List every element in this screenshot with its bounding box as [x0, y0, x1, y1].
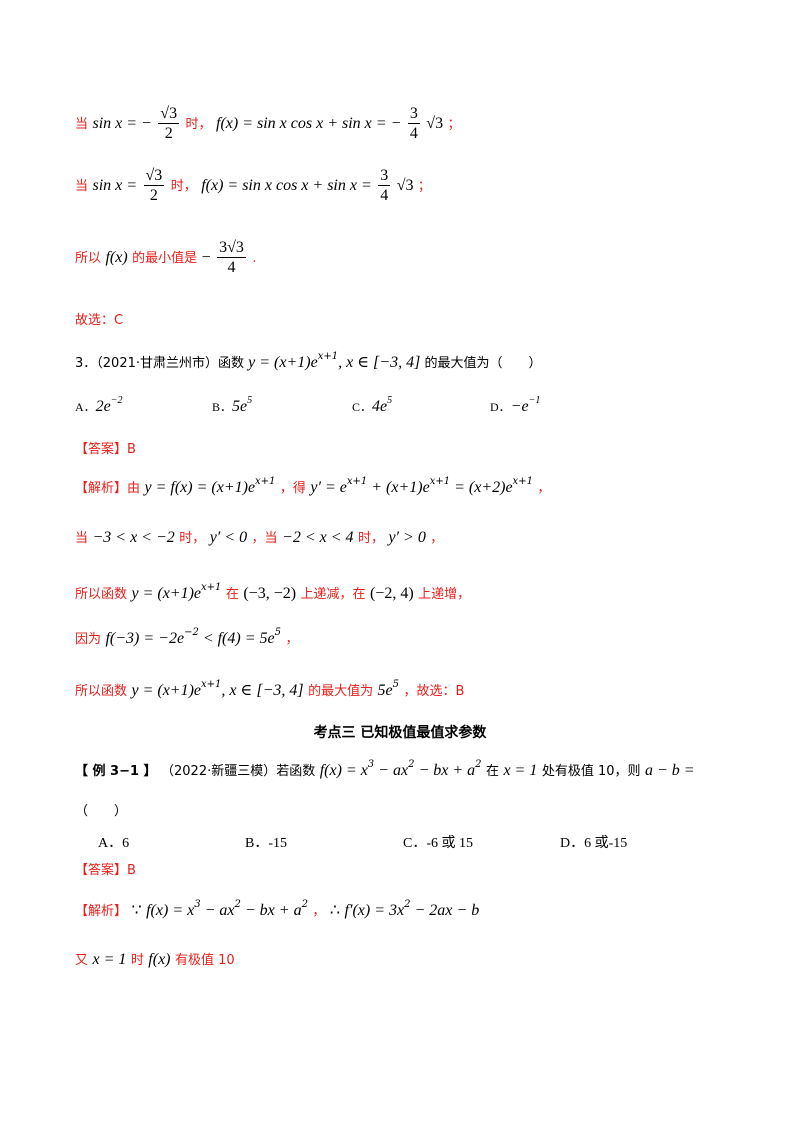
text-dang: 当 [75, 179, 89, 194]
option-b[interactable]: B．5e5 [212, 395, 253, 415]
condition-lhs: sin x = − [92, 115, 152, 132]
condition-lhs: sin x = [92, 177, 138, 194]
example-paren: （ ） [75, 804, 128, 819]
fraction-3sqrt3-over-4: 3√3 4 [217, 239, 246, 276]
text-suoyi: 所以 [75, 251, 102, 266]
question-tail: 的最大值为（ ） [424, 356, 542, 371]
question-domain: , x ∈ [−3, 4] [338, 354, 421, 371]
ex-option-c[interactable]: C．-6 或 15 [403, 836, 474, 851]
section-title: 考点三 已知极值最值求参数 [313, 725, 487, 741]
solution-line-2: 当 sin x = √3 2 时， f(x) = sin x cos x + si… [75, 168, 431, 204]
analysis-3-line-3: 所以函数 y = (x+1)ex+1 在 (−3, −2) 上递减，在 (−2,… [75, 582, 471, 602]
semicolon: ； [447, 117, 461, 132]
analysis-3-1-line-2: 又 x = 1 时 f(x) 有极值 10 [75, 951, 235, 968]
function-expression: f(x) = sin x cos x + sin x = [201, 177, 372, 194]
example-label: 【 例 3−1 】 [75, 764, 157, 779]
text-shi: 时， [185, 117, 212, 132]
semicolon: ； [417, 179, 431, 194]
minus-sign: − [201, 249, 211, 266]
example-3-1: 【 例 3−1 】 （2022·新疆三模）若函数 f(x) = x3 − ax2… [75, 759, 695, 779]
period: . [252, 251, 257, 266]
choice-c-line: 故选：C [75, 313, 124, 328]
text-min-value: 的最小值是 [132, 251, 198, 266]
sqrt3: √3 [426, 115, 444, 132]
solution-line-1: 当 sin x = − √3 2 时， f(x) = sin x cos x + … [75, 106, 461, 142]
answer-3-1-label: 【答案】B [75, 863, 136, 878]
because-symbol: ∵ [131, 902, 142, 919]
ex-option-b[interactable]: B．-15 [245, 836, 288, 851]
option-d[interactable]: D．−e−1 [490, 395, 541, 415]
fraction-sqrt3-over-2: √3 2 [158, 105, 180, 142]
question-label: 3．（2021·甘肃兰州市）函数 [75, 356, 244, 371]
analysis-3-line-5: 所以函数 y = (x+1)ex+1, x ∈ [−3, 4] 的最大值为 5e… [75, 679, 465, 699]
question-function: y = (x+1)e [248, 354, 318, 371]
analysis-3-line-1: 【解析】由 y = f(x) = (x+1)ex+1 ，得 y′ = ex+1 … [75, 476, 551, 496]
solution-line-3: 所以 f(x) 的最小值是 − 3√3 4 . [75, 240, 256, 276]
fraction-sqrt3-over-2: √3 2 [143, 167, 165, 204]
function-expression: f(x) = sin x cos x + sin x = − [216, 115, 402, 132]
ex-option-a[interactable]: A．6 [98, 836, 130, 851]
text-dang: 当 [75, 117, 89, 132]
analysis-3-line-2: 当 −3 < x < −2 时， y′ < 0 ，当 −2 < x < 4 时，… [75, 529, 444, 546]
question-3: 3．（2021·甘肃兰州市）函数 y = (x+1)ex+1, x ∈ [−3,… [75, 351, 542, 371]
sqrt3: √3 [396, 177, 414, 194]
analysis-3-line-4: 因为 f(−3) = −2e−2 < f(4) = 5e5 ， [75, 627, 299, 647]
option-c[interactable]: C．4e5 [352, 395, 393, 415]
therefore-symbol: ∴ [329, 902, 341, 919]
option-a[interactable]: A．2e−2 [75, 395, 123, 415]
analysis-3-1-line-1: 【解析】 ∵ f(x) = x3 − ax2 − bx + a2 ， ∴ f′(… [75, 899, 480, 919]
text-shi: 时， [170, 179, 197, 194]
fx: f(x) [105, 249, 128, 266]
answer-3-label: 【答案】B [75, 442, 136, 457]
ex-option-d[interactable]: D．6 或-15 [560, 836, 628, 851]
